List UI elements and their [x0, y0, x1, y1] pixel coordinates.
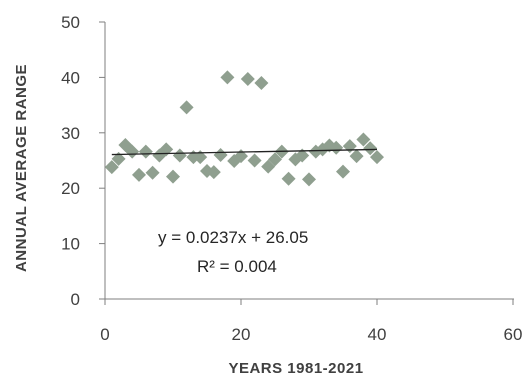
- x-axis-title: YEARS 1981-2021: [228, 360, 363, 377]
- data-point-marker: [295, 148, 310, 163]
- data-point-marker: [268, 152, 282, 167]
- data-point-marker: [125, 144, 140, 159]
- r-squared-label: R² = 0.004: [197, 257, 277, 276]
- data-point-marker: [172, 148, 187, 163]
- data-points: [104, 70, 384, 187]
- trendline-group: [111, 148, 378, 156]
- data-point-marker: [254, 75, 269, 90]
- axes: [104, 22, 514, 300]
- data-point-marker: [247, 153, 262, 168]
- y-tick-label: 40: [61, 68, 80, 87]
- data-point-marker: [370, 150, 384, 165]
- ticks: 0 10 20 30 40 50 0 20 40 60: [61, 13, 522, 344]
- trendline-equation: y = 0.0237x + 26.05: [158, 228, 308, 247]
- data-point-marker: [220, 70, 235, 85]
- x-tick-label: 60: [504, 325, 523, 344]
- y-tick-label: 0: [71, 290, 80, 309]
- y-tick-label: 20: [61, 179, 80, 198]
- data-point-marker: [349, 149, 364, 164]
- y-tick-label: 50: [61, 13, 80, 32]
- data-point-marker: [145, 165, 160, 180]
- data-point-marker: [356, 132, 371, 147]
- data-point-marker: [179, 100, 194, 115]
- data-point-marker: [336, 164, 350, 179]
- data-point-marker: [302, 172, 316, 187]
- data-point-marker: [329, 140, 344, 155]
- x-tick-label: 0: [100, 325, 109, 344]
- data-point-marker: [363, 141, 378, 156]
- data-point-marker: [240, 72, 255, 87]
- y-tick-label: 10: [61, 235, 80, 254]
- data-point-marker: [281, 171, 296, 186]
- data-point-marker: [138, 144, 153, 159]
- y-axis-title: ANNUAL AVERAGE RANGE: [13, 64, 30, 272]
- x-tick-label: 20: [232, 325, 251, 344]
- data-point-marker: [206, 165, 221, 180]
- data-point-marker: [132, 167, 146, 182]
- data-point-marker: [213, 147, 228, 162]
- data-point-marker: [166, 169, 180, 184]
- x-tick-label: 40: [368, 325, 387, 344]
- data-point-marker: [193, 150, 208, 165]
- y-tick-label: 30: [61, 124, 80, 143]
- data-point-marker: [104, 160, 119, 175]
- trendline: [111, 148, 378, 156]
- data-point-marker: [111, 151, 126, 166]
- data-point-marker: [261, 159, 276, 174]
